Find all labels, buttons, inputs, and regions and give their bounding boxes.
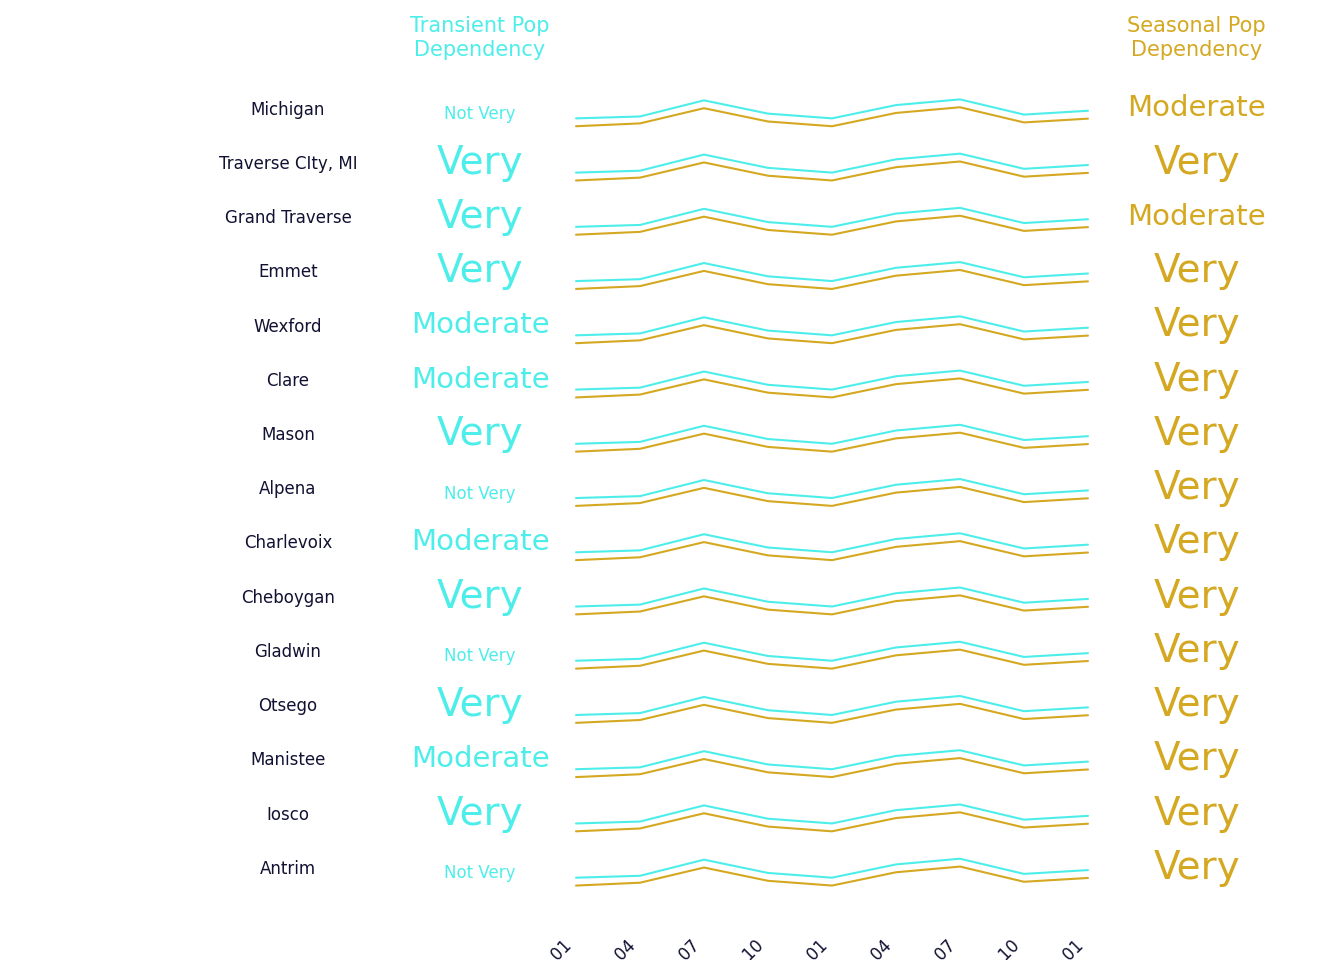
Text: 23_07: 23_07: [911, 936, 960, 960]
Text: 23_10: 23_10: [976, 936, 1024, 960]
Text: Very: Very: [1153, 306, 1241, 345]
Text: Very: Very: [437, 686, 523, 724]
Text: Mason: Mason: [261, 426, 314, 444]
Text: Antrim: Antrim: [259, 860, 316, 877]
Text: Very: Very: [1153, 469, 1241, 507]
Text: Moderate: Moderate: [411, 528, 550, 557]
Text: Very: Very: [1153, 252, 1241, 290]
Text: Seasonal Pop
Dependency: Seasonal Pop Dependency: [1128, 15, 1266, 60]
Text: 24_01: 24_01: [1039, 936, 1089, 960]
Text: 22_07: 22_07: [656, 936, 704, 960]
Text: Very: Very: [437, 578, 523, 615]
Text: Very: Very: [437, 198, 523, 236]
Text: Very: Very: [437, 252, 523, 290]
Text: Cheboygan: Cheboygan: [241, 588, 335, 607]
Text: Iosco: Iosco: [266, 805, 309, 824]
Text: Very: Very: [437, 144, 523, 181]
Text: 23_01: 23_01: [784, 936, 832, 960]
Text: Very: Very: [1153, 361, 1241, 398]
Text: Wexford: Wexford: [254, 318, 323, 335]
Text: Very: Very: [1153, 632, 1241, 670]
Text: Manistee: Manistee: [250, 752, 325, 769]
Text: Otsego: Otsego: [258, 697, 317, 715]
Text: Moderate: Moderate: [411, 311, 550, 340]
Text: Very: Very: [1153, 578, 1241, 615]
Text: 23_04: 23_04: [848, 936, 896, 960]
Text: Moderate: Moderate: [411, 366, 550, 394]
Text: Traverse CIty, MI: Traverse CIty, MI: [219, 155, 358, 173]
Text: Charlevoix: Charlevoix: [243, 535, 332, 552]
Text: Very: Very: [437, 415, 523, 453]
Text: Moderate: Moderate: [411, 745, 550, 774]
Text: Not Very: Not Very: [445, 485, 516, 502]
Text: Very: Very: [1153, 849, 1241, 887]
Text: Moderate: Moderate: [1128, 203, 1266, 231]
Text: Very: Very: [1153, 740, 1241, 779]
Text: Emmet: Emmet: [258, 263, 317, 281]
Text: Very: Very: [1153, 523, 1241, 562]
Text: Very: Very: [1153, 415, 1241, 453]
Text: Grand Traverse: Grand Traverse: [224, 209, 351, 227]
Text: Very: Very: [437, 795, 523, 832]
Text: Not Very: Not Very: [445, 647, 516, 665]
Text: 22_01: 22_01: [527, 936, 577, 960]
Text: Transient Pop
Dependency: Transient Pop Dependency: [410, 15, 550, 60]
Text: Very: Very: [1153, 686, 1241, 724]
Text: Moderate: Moderate: [1128, 94, 1266, 123]
Text: Very: Very: [1153, 144, 1241, 181]
Text: 22_04: 22_04: [591, 936, 640, 960]
Text: Michigan: Michigan: [251, 101, 325, 118]
Text: Alpena: Alpena: [259, 480, 317, 498]
Text: 22_10: 22_10: [719, 936, 767, 960]
Text: Very: Very: [1153, 795, 1241, 832]
Text: Not Very: Not Very: [445, 105, 516, 123]
Text: Clare: Clare: [266, 372, 309, 390]
Text: Gladwin: Gladwin: [254, 643, 321, 660]
Text: Not Very: Not Very: [445, 864, 516, 882]
